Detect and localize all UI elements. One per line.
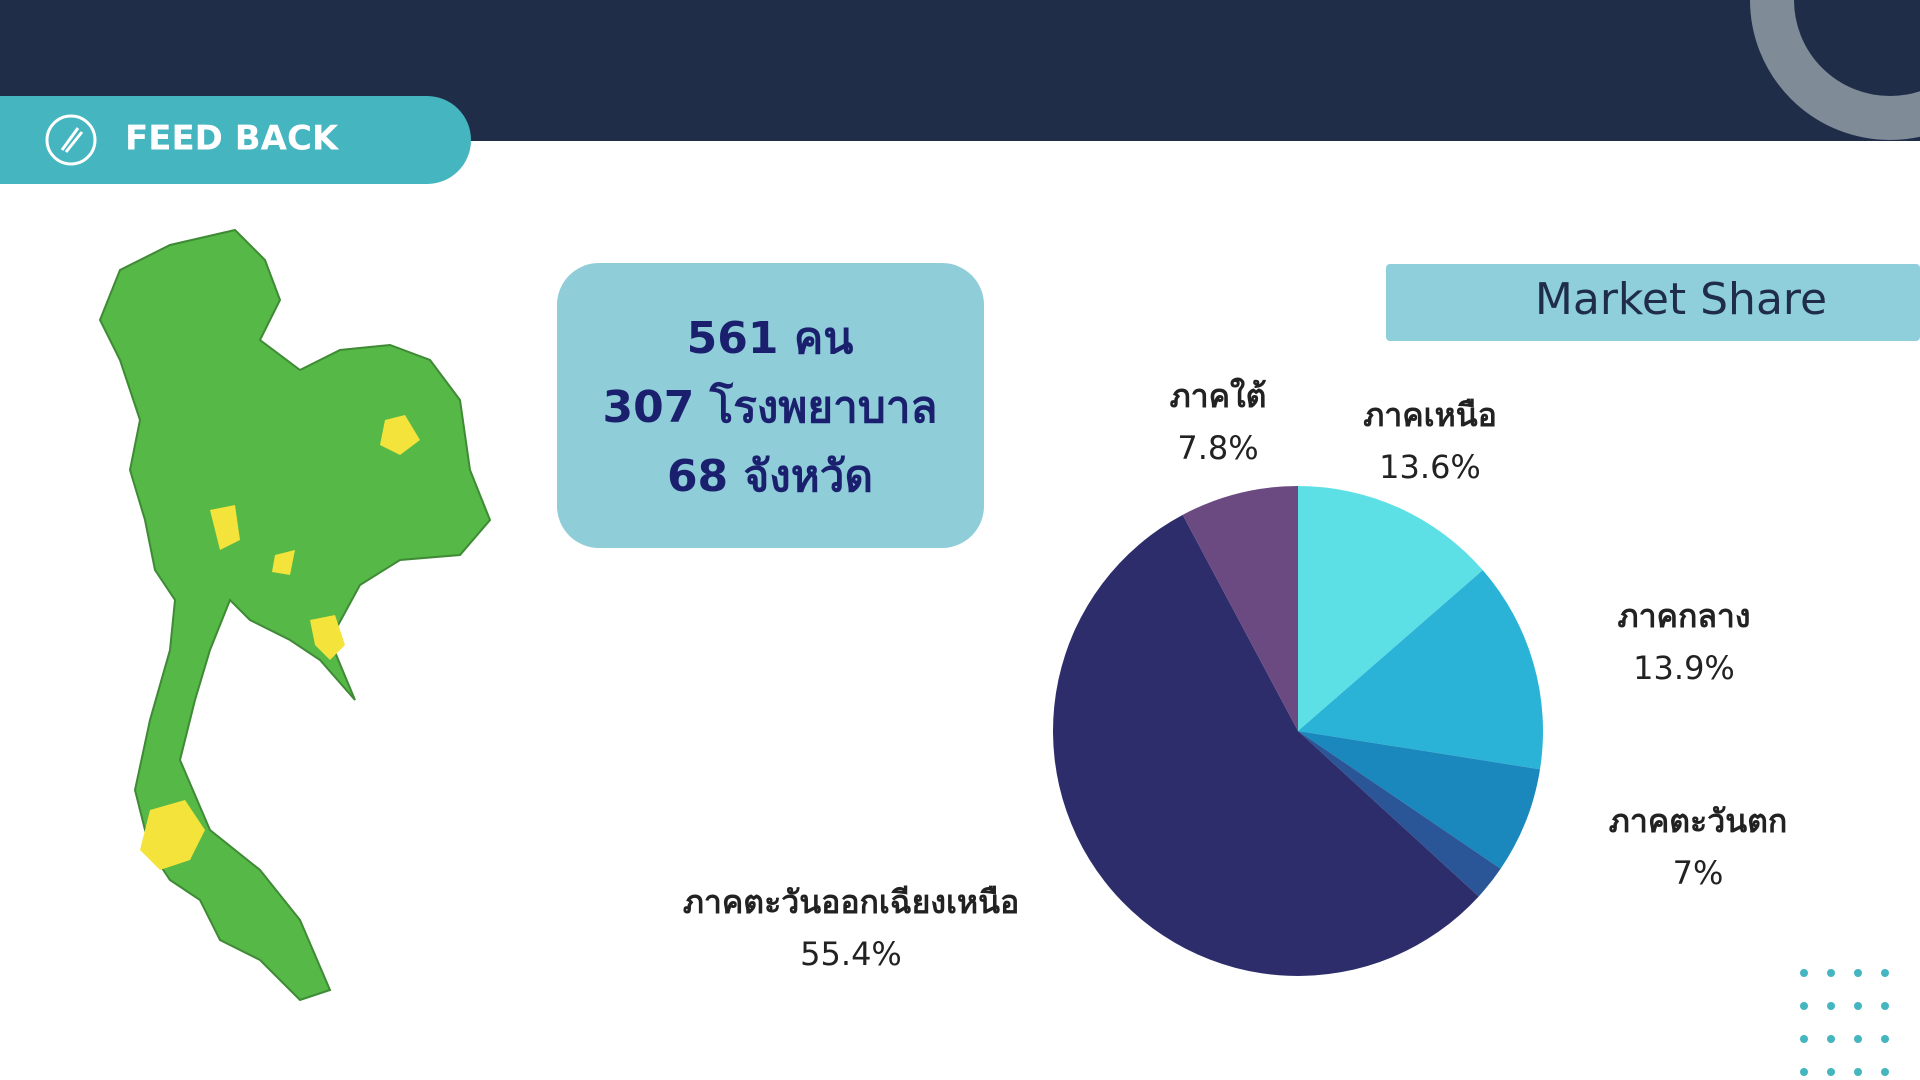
decor-dot	[1881, 1035, 1889, 1043]
map-highlight	[272, 550, 295, 575]
slice-label: ภาคตะวันออกเฉียงเหนือ	[683, 883, 1019, 921]
map-highlight	[380, 415, 420, 455]
map-highlight	[310, 615, 345, 660]
header-icon	[45, 114, 97, 166]
summary-line: 307 โรงพยาบาล	[602, 380, 937, 433]
decor-dot	[1854, 1068, 1862, 1076]
decor-dot	[1881, 1002, 1889, 1010]
pie-slice	[1182, 486, 1298, 731]
slice-label: ภาคใต้	[1170, 377, 1267, 415]
pie-slice	[1298, 570, 1543, 770]
decor-dot	[1800, 1002, 1808, 1010]
slice-value: 13.6%	[1379, 448, 1481, 486]
decor-dot	[1881, 969, 1889, 977]
map	[98, 228, 492, 1002]
slice-value: 7.8%	[1177, 429, 1258, 467]
decor-dot	[1881, 1068, 1889, 1076]
pie: ภาคเหนือ 13.6% ภาคกลาง 13.9% ภาคตะวันตก 7% ภาค…	[683, 377, 1787, 976]
pie-slice	[1298, 731, 1501, 897]
chart-title: Market Share	[1535, 274, 1827, 325]
header-icon-mark	[60, 127, 84, 153]
map-highlight	[140, 800, 205, 870]
decor-dot	[1854, 1035, 1862, 1043]
map-highlight	[210, 505, 240, 550]
slice-label: ภาคตะวันตก	[1609, 802, 1787, 840]
header-pill	[0, 96, 471, 184]
pie-slice	[1052, 514, 1479, 976]
decor-dot	[1827, 1035, 1835, 1043]
slice-value: 55.4%	[800, 935, 902, 973]
decor-dot	[1827, 969, 1835, 977]
decor-dot	[1800, 1068, 1808, 1076]
decor-dot	[1800, 1035, 1808, 1043]
decor-dot	[1800, 969, 1808, 977]
header-title: FEED BACK	[125, 119, 340, 159]
decor-dot	[1827, 1068, 1835, 1076]
slice-value: 13.9%	[1633, 649, 1735, 687]
decor-arc	[1750, 0, 1920, 140]
decor-dot	[1854, 969, 1862, 977]
slice-label: ภาคเหนือ	[1363, 396, 1497, 434]
pie-slice	[1298, 731, 1540, 869]
pie-slice	[1298, 486, 1483, 731]
decor-dot	[1827, 1002, 1835, 1010]
map-country	[98, 228, 492, 1002]
chart-title-box	[1386, 264, 1920, 341]
summary-line: 561 คน	[687, 313, 854, 364]
decor-dot	[1854, 1002, 1862, 1010]
summary: 561 คน 307 โรงพยาบาล 68 จังหวัด	[602, 313, 937, 502]
slice-label: ภาคกลาง	[1617, 597, 1750, 635]
decor-dots	[1800, 969, 1889, 1076]
summary-line: 68 จังหวัด	[667, 451, 873, 502]
summary-box	[557, 263, 984, 548]
slice-value: 7%	[1673, 854, 1724, 892]
